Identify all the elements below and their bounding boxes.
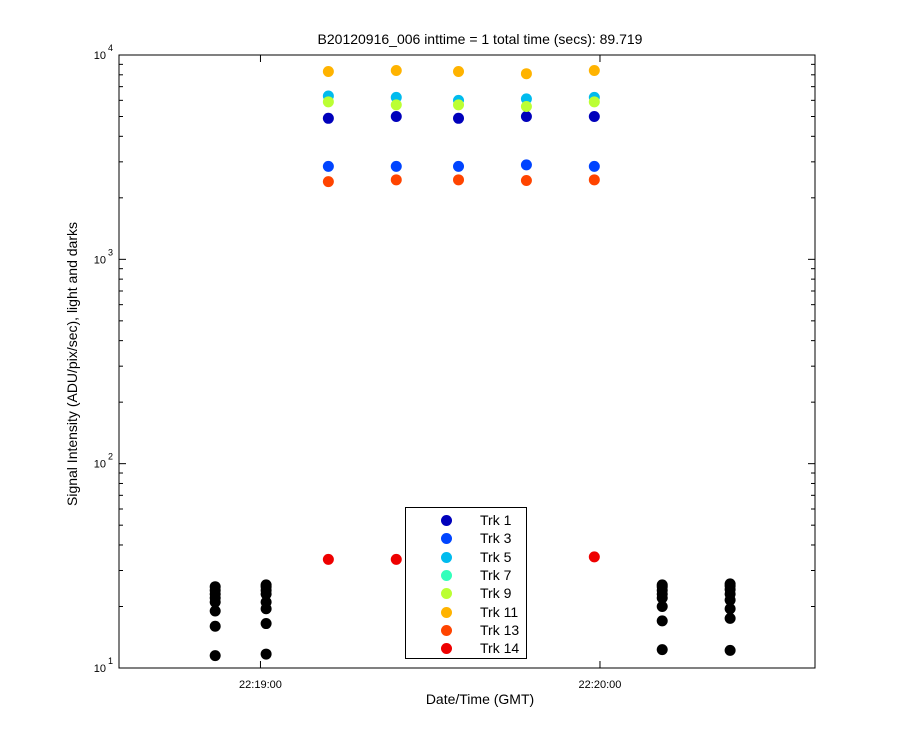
legend-label: Trk 9 (480, 585, 512, 602)
y-tick-exponent: 4 (108, 43, 113, 53)
data-point (656, 644, 668, 656)
x-tick-label: 22:20:00 (579, 679, 622, 691)
data-point (322, 176, 334, 188)
x-tick-label: 22:19:00 (239, 679, 282, 691)
data-point (260, 588, 272, 600)
data-point (656, 592, 668, 604)
data-point (322, 96, 334, 108)
data-point (260, 618, 272, 630)
data-point (390, 174, 402, 186)
legend-item: Trk 5 (406, 548, 526, 566)
legend-label: Trk 7 (480, 566, 512, 583)
legend-label: Trk 1 (480, 512, 512, 528)
y-tick-exponent: 2 (108, 452, 113, 462)
data-point (322, 66, 334, 78)
data-point (520, 111, 532, 123)
data-point (390, 111, 402, 123)
legend-item: Trk 14 (406, 639, 526, 657)
legend-marker-icon (441, 606, 452, 618)
data-point (453, 112, 465, 124)
data-point (588, 96, 600, 108)
y-tick-label: 10 (94, 663, 106, 675)
legend-marker-icon (441, 643, 452, 655)
data-point (656, 600, 668, 612)
data-point (322, 112, 334, 124)
legend-marker-icon (441, 515, 452, 526)
data-point (260, 648, 272, 660)
data-point (453, 160, 465, 172)
legend-marker-icon (441, 588, 452, 600)
y-tick-label: 10 (94, 50, 106, 62)
data-point (656, 615, 668, 627)
legend-label: Trk 11 (480, 603, 519, 620)
legend-item: Trk 11 (406, 603, 526, 621)
legend-label: Trk 3 (480, 530, 512, 547)
data-point (588, 64, 600, 76)
data-point (322, 160, 334, 172)
data-point (520, 159, 532, 171)
legend-marker-icon (441, 569, 452, 581)
data-point (453, 66, 465, 78)
legend-marker-icon (441, 624, 452, 636)
y-tick-label: 10 (94, 254, 106, 266)
data-point (390, 553, 402, 565)
data-points (209, 64, 736, 662)
x-tick-labels: 22:19:00 22:20:00 (239, 679, 621, 691)
data-point (588, 174, 600, 186)
legend-marker-icon (441, 533, 452, 545)
x-axis-label: Date/Time (GMT) (425, 691, 535, 707)
y-tick-label: 10 (94, 459, 106, 471)
data-point (724, 612, 736, 624)
data-point (390, 64, 402, 76)
legend-item: Trk 1 (406, 511, 526, 529)
data-point (520, 93, 532, 105)
legend-item: Trk 3 (406, 529, 526, 547)
y-tick-exponent: 1 (108, 656, 113, 666)
data-point (520, 68, 532, 80)
legend-item: Trk 9 (406, 584, 526, 602)
legend-item: Trk 13 (406, 621, 526, 639)
data-point (588, 551, 600, 563)
data-point (588, 111, 600, 123)
data-point (209, 605, 221, 617)
data-point (724, 603, 736, 615)
data-point (209, 650, 221, 662)
data-point (520, 100, 532, 112)
data-point (724, 644, 736, 656)
y-axis-label: Signal Intensity (ADU/pix/sec), light an… (64, 221, 80, 507)
legend: Trk 1 Trk 3 Trk 5 Trk 7 Trk 9 Trk 11 Trk 13 Trk… (405, 507, 527, 659)
data-point (260, 603, 272, 615)
data-point (322, 553, 334, 565)
legend-label: Trk 14 (480, 640, 520, 657)
legend-label: Trk 5 (480, 548, 512, 565)
data-point (390, 99, 402, 111)
axis-ticks (119, 55, 815, 669)
data-point (520, 175, 532, 187)
data-point (209, 596, 221, 608)
data-point (724, 594, 736, 606)
data-point (588, 160, 600, 172)
chart-title: B20120916_006 inttime = 1 total time (se… (317, 31, 643, 47)
data-point (390, 160, 402, 172)
y-tick-exponent: 3 (108, 247, 113, 257)
data-point (453, 174, 465, 186)
legend-label: Trk 13 (480, 621, 520, 638)
legend-item: Trk 7 (406, 566, 526, 584)
legend-marker-icon (441, 551, 452, 563)
data-point (453, 99, 465, 111)
data-point (209, 620, 221, 632)
